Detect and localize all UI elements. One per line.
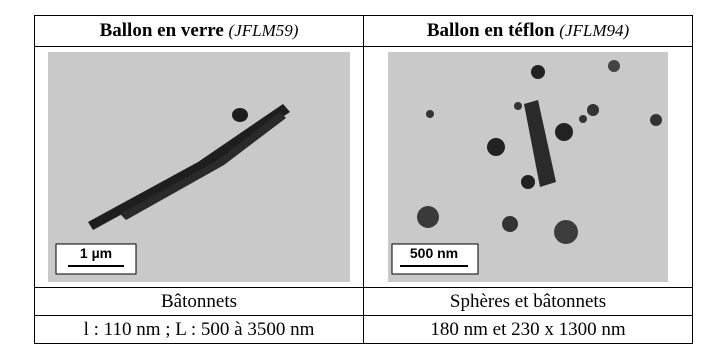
- cell: 180 nm et 230 x 1300 nm: [363, 315, 693, 344]
- header-code: (JFLM94): [559, 21, 630, 40]
- micrograph: 1 µm: [48, 52, 350, 282]
- cell: l : 110 nm ; L : 500 à 3500 nm: [34, 315, 364, 344]
- scale-label: 1 µm: [80, 245, 112, 261]
- header-code: (JFLM59): [228, 21, 299, 40]
- cell: Sphères et bâtonnets: [363, 287, 693, 316]
- header-cell: Ballon en verre (JFLM59): [34, 15, 364, 47]
- header-title: Ballon en téflon: [426, 20, 555, 41]
- header-cell: Ballon en téflon (JFLM94): [363, 15, 693, 47]
- results-table: Ballon en verre (JFLM59) Ballon en téflo…: [34, 15, 693, 344]
- scale-label: 500 nm: [410, 245, 458, 261]
- image-cell: 1 µm: [34, 46, 364, 288]
- micrograph: 500 nm: [388, 52, 668, 282]
- cell: Bâtonnets: [34, 287, 364, 316]
- image-cell: 500 nm: [363, 46, 693, 288]
- header-title: Ballon en verre: [99, 20, 224, 41]
